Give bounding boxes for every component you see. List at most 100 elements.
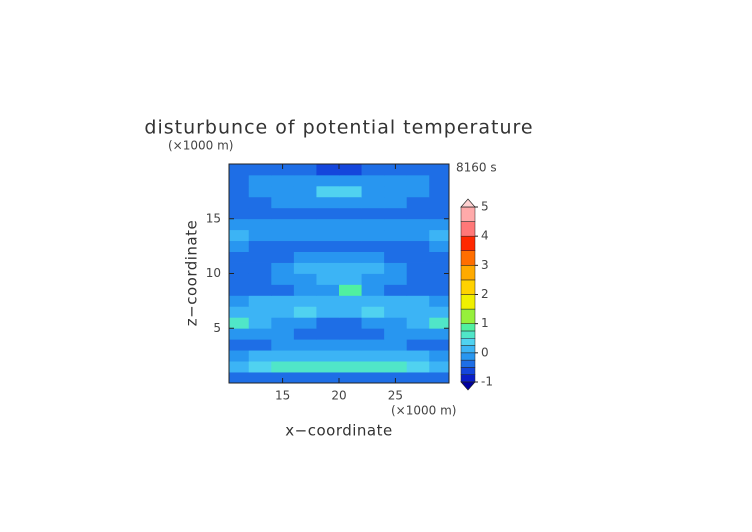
contour-cell — [293, 185, 317, 198]
contour-cell — [316, 229, 340, 242]
contour-cell — [229, 262, 250, 274]
contour-cell — [406, 207, 430, 220]
contour-cell — [293, 306, 317, 318]
contour-cell — [384, 306, 408, 318]
contour-cell — [293, 273, 317, 285]
contour-cell — [248, 284, 272, 296]
contour-cell — [339, 306, 362, 318]
contour-cell — [339, 218, 362, 231]
x-tick-label: 20 — [331, 389, 346, 403]
colorbar-bin — [460, 221, 476, 237]
colorbar-bin — [460, 279, 476, 295]
y-unit: (×1000 m) — [168, 139, 233, 153]
contour-cell — [406, 295, 430, 307]
contour-cell — [248, 207, 272, 220]
contour-cell — [248, 350, 272, 362]
contour-cell — [316, 306, 340, 318]
contour-cell — [229, 251, 250, 263]
contour-cell — [316, 207, 340, 220]
colorbar-bin — [460, 374, 476, 383]
contour-cell — [361, 284, 385, 296]
contour-cell — [248, 229, 272, 242]
contour-cell — [316, 295, 340, 307]
colorbar-bin — [460, 367, 476, 375]
colorbar-bin — [460, 235, 476, 252]
contour-cell — [293, 350, 317, 362]
contour-cell — [248, 328, 272, 340]
contour-cell — [339, 262, 362, 274]
contour-cell — [429, 174, 449, 187]
contour-cell — [429, 196, 449, 209]
contour-cell — [229, 306, 250, 318]
contour-cell — [429, 185, 449, 198]
contour-cell — [229, 295, 250, 307]
contour-cell — [293, 240, 317, 252]
contour-cell — [361, 350, 385, 362]
colorbar-tick-label: 2 — [481, 287, 489, 301]
contour-cell — [361, 339, 385, 351]
colorbar-bin — [460, 323, 476, 332]
contour-cell — [248, 317, 272, 329]
chart-title: disturbunce of potential temperature — [144, 117, 533, 139]
contour-cell — [229, 350, 250, 362]
contour-cell — [406, 174, 430, 187]
y-tick-label: 15 — [206, 211, 221, 225]
contour-cell — [229, 372, 250, 383]
contour-cell — [361, 229, 385, 242]
contour-cell — [316, 317, 340, 329]
y-axis-label: z−coordinate — [183, 220, 201, 326]
contour-cell — [429, 240, 449, 252]
contour-cell — [429, 350, 449, 362]
contour-cell — [406, 328, 430, 340]
contour-cell — [229, 218, 250, 231]
contour-cell — [316, 273, 340, 285]
contour-cell — [339, 273, 362, 285]
contour-cell — [229, 284, 250, 296]
contour-cell — [248, 295, 272, 307]
contour-cell — [271, 295, 295, 307]
contour-cell — [361, 295, 385, 307]
contour-cell — [248, 185, 272, 198]
colorbar-under — [460, 381, 476, 391]
contour-cell — [229, 339, 250, 351]
contour-cell — [271, 196, 295, 209]
contour-cell — [429, 218, 449, 231]
contour-field — [229, 164, 449, 383]
contour-cell — [429, 361, 449, 373]
contour-cell — [339, 164, 362, 176]
contour-cell — [248, 240, 272, 252]
contour-cell — [361, 361, 385, 373]
contour-cell — [316, 284, 340, 296]
contour-cell — [429, 339, 449, 351]
contour-cell — [293, 174, 317, 187]
contour-cell — [229, 240, 250, 252]
contour-cell — [384, 218, 408, 231]
contour-cell — [271, 339, 295, 351]
colorbar-bin — [460, 308, 476, 324]
contour-cell — [248, 218, 272, 231]
contour-cell — [429, 295, 449, 307]
contour-cell — [293, 317, 317, 329]
contour-cell — [271, 284, 295, 296]
contour-cell — [384, 273, 408, 285]
contour-cell — [229, 196, 250, 209]
contour-cell — [384, 361, 408, 373]
contour-cell — [293, 196, 317, 209]
contour-cell — [271, 328, 295, 340]
colorbar-tick-label: 1 — [481, 316, 489, 330]
contour-cell — [316, 262, 340, 274]
contour-cell — [293, 328, 317, 340]
contour-cell — [361, 306, 385, 318]
contour-cell — [316, 164, 340, 176]
contour-cell — [339, 361, 362, 373]
contour-cell — [271, 262, 295, 274]
colorbar-bin — [460, 352, 476, 361]
colorbar-tick-label: 4 — [481, 229, 489, 243]
contour-cell — [339, 240, 362, 252]
colorbar-over — [460, 198, 476, 208]
contour-cell — [406, 164, 430, 176]
contour-cell — [384, 339, 408, 351]
contour-cell — [384, 284, 408, 296]
contour-cell — [229, 317, 250, 329]
